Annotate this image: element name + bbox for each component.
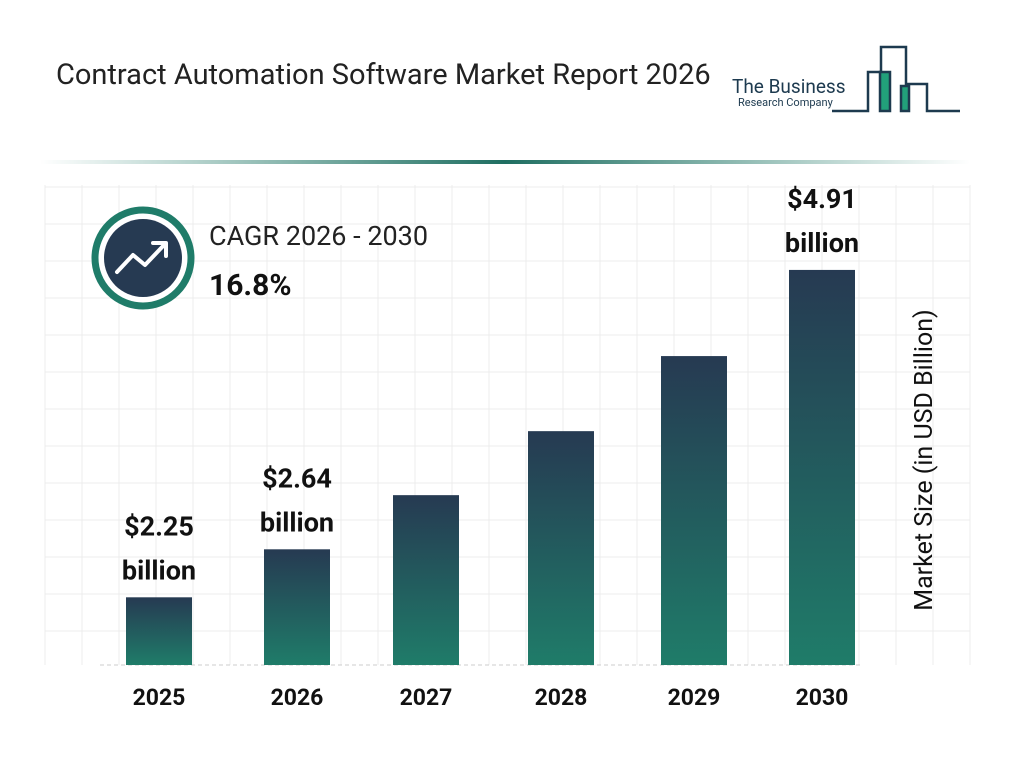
brand-name: The Business bbox=[732, 75, 846, 98]
cagr-value: 16.8% bbox=[209, 268, 292, 303]
bar bbox=[264, 549, 330, 665]
value-label: $4.91 billion bbox=[785, 183, 859, 259]
x-tick-label: 2029 bbox=[668, 684, 721, 711]
bar bbox=[528, 431, 594, 665]
value-label: $2.64 billion bbox=[260, 462, 334, 538]
x-tick-label: 2028 bbox=[535, 684, 588, 711]
y-axis-label: Market Size (in USD Billion) bbox=[910, 309, 939, 611]
x-tick-label: 2030 bbox=[796, 684, 849, 711]
logo bbox=[832, 45, 960, 113]
bar bbox=[126, 597, 192, 665]
x-tick-label: 2026 bbox=[271, 684, 324, 711]
bar bbox=[393, 495, 459, 665]
chart-title: Contract Automation Software Market Repo… bbox=[56, 58, 711, 92]
bar bbox=[661, 356, 727, 665]
bar bbox=[789, 269, 855, 665]
brand-subtitle: Research Company bbox=[738, 96, 834, 109]
x-tick-label: 2027 bbox=[400, 684, 453, 711]
cagr-label: CAGR 2026 - 2030 bbox=[209, 220, 428, 252]
divider bbox=[40, 160, 970, 164]
value-label: $2.25 billion bbox=[122, 510, 196, 586]
cagr-icon bbox=[91, 206, 195, 310]
x-tick-label: 2025 bbox=[133, 684, 186, 711]
